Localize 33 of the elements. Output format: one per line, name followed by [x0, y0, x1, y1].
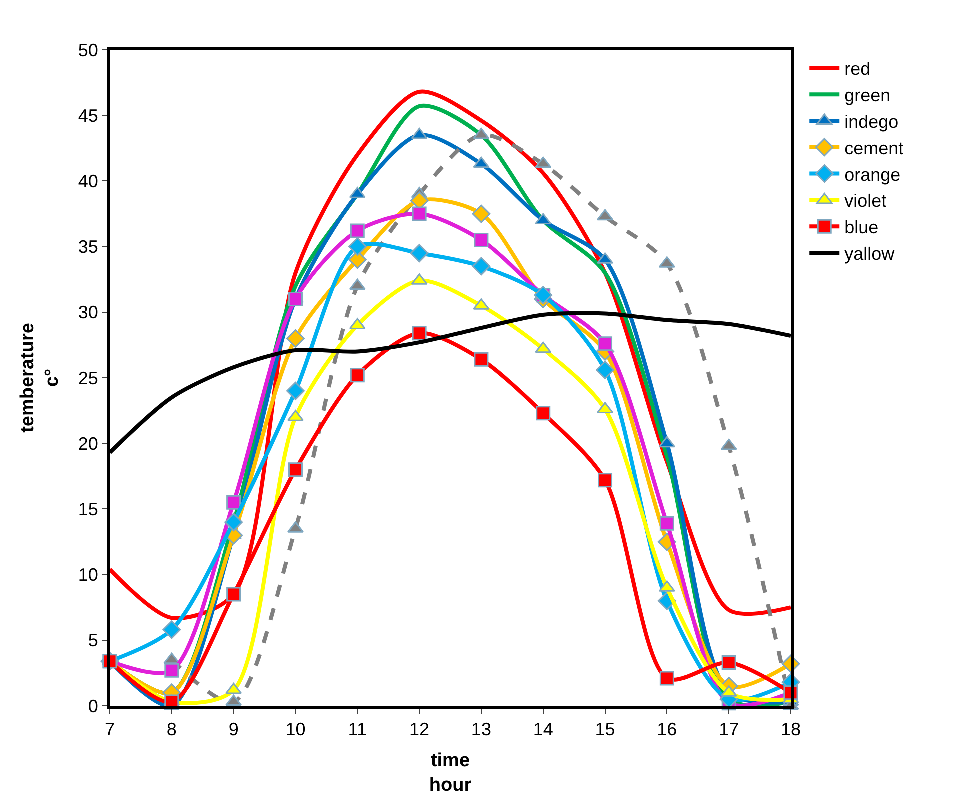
x-tick-label: 16 — [657, 720, 678, 740]
x-axis-title: time hour — [429, 750, 472, 796]
legend-label: red — [844, 59, 871, 80]
x-tick-label: 12 — [410, 720, 430, 740]
y-tick-label: 15 — [78, 500, 98, 520]
y-tick-label: 35 — [78, 237, 98, 258]
x-tick-label: 18 — [780, 720, 802, 740]
x-tick-label: 14 — [533, 720, 554, 740]
x-tick-label: 8 — [166, 720, 177, 740]
x-tick-label: 11 — [348, 720, 367, 740]
y-tick-label: 10 — [78, 565, 98, 586]
legend-label: cement — [844, 138, 904, 158]
y-tick-label: 45 — [78, 106, 98, 126]
y-tick-label: 30 — [78, 302, 98, 323]
x-tick-label: 7 — [104, 720, 116, 740]
y-tick-label: 40 — [78, 172, 98, 192]
legend-label: violet — [844, 191, 887, 212]
y-tick-label: 25 — [78, 368, 98, 388]
x-tick-label: 10 — [286, 720, 306, 740]
y-tick-label: 5 — [88, 630, 98, 651]
y-tick-label: 50 — [78, 40, 98, 60]
x-tick-label: 13 — [471, 720, 492, 740]
legend-label: green — [844, 86, 891, 106]
y-axis-title: temberature c° — [18, 323, 64, 433]
legend-label: indego — [844, 112, 899, 132]
x-tick-label: 15 — [595, 720, 616, 740]
legend-label: blue — [844, 218, 879, 238]
y-tick-label: 20 — [78, 434, 98, 454]
legend-label: yallow — [844, 244, 896, 264]
x-tick-label: 17 — [719, 720, 740, 740]
x-tick-label: 9 — [228, 720, 239, 740]
legend-label: orange — [844, 164, 901, 185]
y-tick-label: 0 — [88, 696, 98, 716]
